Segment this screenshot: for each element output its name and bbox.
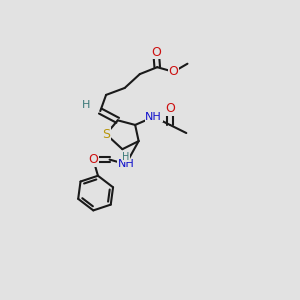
Text: O: O — [169, 65, 178, 78]
Text: NH: NH — [146, 112, 162, 122]
Text: O: O — [151, 46, 161, 59]
Text: O: O — [88, 153, 98, 166]
Text: H: H — [122, 152, 130, 162]
Text: H: H — [82, 100, 91, 110]
Text: NH: NH — [118, 159, 134, 169]
Text: O: O — [165, 102, 175, 115]
Text: S: S — [102, 128, 110, 141]
